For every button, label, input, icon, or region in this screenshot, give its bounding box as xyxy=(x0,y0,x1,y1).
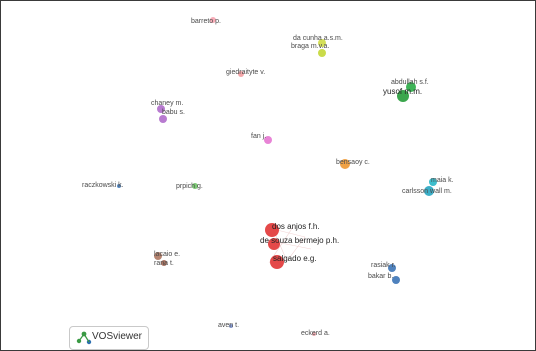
node-giedraityte-v[interactable] xyxy=(238,71,244,77)
node-rasiak-r[interactable] xyxy=(388,264,396,272)
node-dos-anjos-f-h[interactable] xyxy=(265,223,279,237)
node-rana-t[interactable] xyxy=(161,260,167,266)
label-babu: babu s. xyxy=(162,109,185,116)
label-rana: rana t. xyxy=(154,260,174,267)
label-rasiak: rasiak r. xyxy=(371,262,396,269)
node-braga-m-v-a[interactable] xyxy=(318,49,326,57)
node-salgado-e-g[interactable] xyxy=(270,255,284,269)
node-yusof-m-m[interactable] xyxy=(397,90,409,102)
label-prpich: prpich g. xyxy=(176,183,203,190)
node-prpich-g[interactable] xyxy=(192,183,198,189)
node-aven-t[interactable] xyxy=(229,324,233,328)
label-raczkowski: raczkowski k. xyxy=(82,182,124,189)
label-barreto: barreto p. xyxy=(191,18,221,25)
label-maia: maia k. xyxy=(431,177,454,184)
label-de-souza-bermejo: de souza bermejo p.h. xyxy=(260,236,340,245)
label-giedraityte: giedraityte v. xyxy=(226,69,266,76)
label-braga: braga m.v.a. xyxy=(291,43,330,50)
label-eckerd: eckerd a. xyxy=(301,330,330,337)
label-fan: fan j. xyxy=(251,133,267,140)
node-chaney-m[interactable] xyxy=(157,105,165,113)
node-abdullah-s-f[interactable] xyxy=(406,82,416,92)
label-lacaio: lacaio e. xyxy=(154,251,181,258)
label-yusof: yusof m.m. xyxy=(383,87,423,96)
vosviewer-logo-icon xyxy=(76,331,92,345)
vosviewer-logo: VOSviewer xyxy=(69,326,149,350)
node-da-cunha-a-s-m[interactable] xyxy=(318,39,326,47)
node-carlsson-wall-m[interactable] xyxy=(424,186,434,196)
label-abdullah: abdullah s.f. xyxy=(391,79,429,86)
node-raczkowski-k[interactable] xyxy=(117,184,121,188)
node-eckerd-a[interactable] xyxy=(312,332,316,336)
node-bakar-b[interactable] xyxy=(392,276,400,284)
node-babu-s[interactable] xyxy=(159,115,167,123)
label-carlsson-wall: carlsson wall m. xyxy=(402,188,452,195)
node-de-souza-bermejo-p-h[interactable] xyxy=(268,238,280,250)
node-barreto-p[interactable] xyxy=(210,17,216,23)
label-dos-anjos: dos anjos f.h. xyxy=(272,222,320,231)
label-da-cunha: da cunha a.s.m. xyxy=(293,35,343,42)
label-chaney: chaney m. xyxy=(151,100,184,107)
node-lacaio-e[interactable] xyxy=(154,252,162,260)
node-bensaoy-c[interactable] xyxy=(340,159,350,169)
label-salgado: salgado e.g. xyxy=(273,254,317,263)
vosviewer-logo-text: VOSviewer xyxy=(92,331,143,342)
label-bakar: bakar b. xyxy=(368,273,394,280)
node-maia-k[interactable] xyxy=(429,178,437,186)
label-aven: aven t. xyxy=(218,322,240,329)
label-bensaoy: bensaoy c. xyxy=(336,159,370,166)
node-fan-j[interactable] xyxy=(264,136,272,144)
